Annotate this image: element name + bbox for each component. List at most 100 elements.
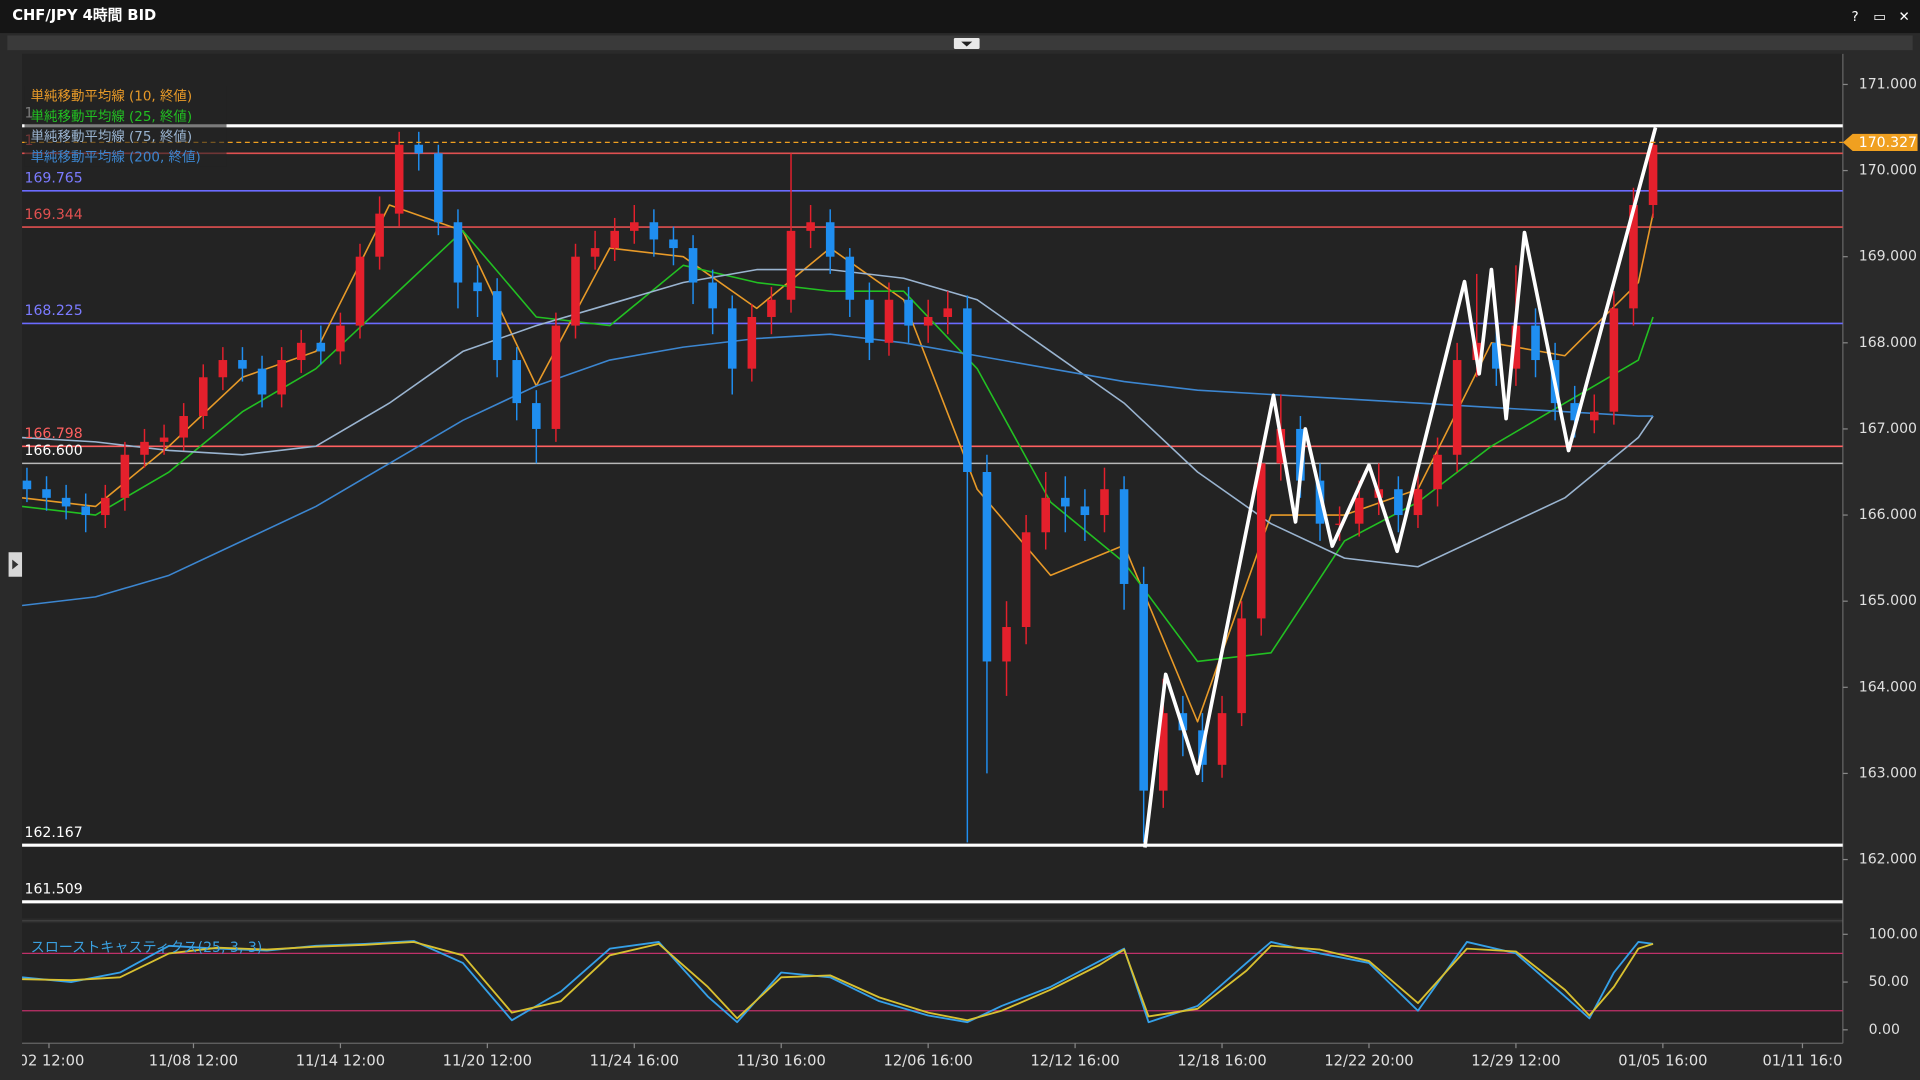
level-label: 166.798 (24, 426, 82, 442)
candle-body (1492, 342, 1501, 369)
candle-body (532, 403, 541, 429)
y-tick-label: 171.000 (1859, 76, 1917, 92)
candle-body (1021, 532, 1031, 628)
dropdown-arrow (961, 41, 973, 47)
x-tick-label: 11/08 12:00 (149, 1053, 238, 1070)
level-label: 166.600 (24, 443, 82, 459)
level-label: 162.167 (24, 825, 82, 841)
candle-body (904, 299, 913, 326)
candle-body (865, 299, 874, 343)
oscillator-line (22, 940, 1654, 1024)
candle-body (1061, 497, 1070, 507)
price-plot (22, 124, 1843, 904)
candle-body (1433, 454, 1442, 490)
last-price-tag (1842, 133, 1918, 151)
y-tick-label: 170.000 (1859, 163, 1917, 179)
candle-body (1648, 144, 1658, 206)
candle-body (806, 222, 815, 231)
candle-body (140, 441, 149, 455)
x-tick-label: 01/11 16:0 (1762, 1053, 1842, 1070)
candle-body (1041, 497, 1050, 533)
candle-body (1256, 463, 1266, 619)
candle-body (316, 342, 326, 352)
candle-body (296, 342, 306, 361)
candle-body (277, 360, 286, 395)
candle-body (845, 256, 855, 300)
x-tick-label: 11/14 12:00 (296, 1053, 385, 1070)
candle-body (1237, 618, 1246, 714)
candle-body (610, 230, 619, 249)
legend-entry: 単純移動平均線 (10, 終値) (31, 89, 193, 105)
candle-body (1217, 713, 1227, 765)
candle-body (688, 248, 698, 283)
moving-average-line (22, 230, 1654, 663)
candle-body (414, 144, 424, 154)
y-tick-label: 169.000 (1859, 249, 1917, 265)
candle-body (590, 248, 600, 257)
side-panel-arrow (12, 559, 19, 570)
y-tick-label: 100.00 (1869, 926, 1918, 942)
candle-body (1629, 205, 1638, 309)
x-tick-label: /02 12:00 (14, 1053, 85, 1070)
candle-body (1590, 411, 1599, 421)
legend-entry: 単純移動平均線 (25, 終値) (31, 109, 193, 125)
candle-body (884, 299, 894, 343)
candle-body (336, 325, 345, 352)
moving-average-line (22, 268, 1654, 568)
candle-body (551, 325, 561, 429)
help-button[interactable]: ? (1852, 10, 1859, 25)
candle-body (1452, 360, 1462, 455)
candle-body (1002, 627, 1011, 662)
x-tick-label: 11/20 12:00 (443, 1053, 532, 1070)
candle-body (727, 308, 737, 369)
y-tick-label: 163.000 (1859, 765, 1917, 781)
level-label: 161.509 (24, 882, 82, 898)
candle-body (355, 256, 365, 326)
candle-body (101, 497, 110, 516)
x-tick-label: 12/22 20:00 (1324, 1053, 1413, 1070)
legend-entry: 単純移動平均線 (200, 終値) (31, 149, 201, 165)
candle-body (747, 316, 757, 369)
candle-body (963, 308, 972, 472)
candle-body (1315, 480, 1325, 524)
legend-entry: 単純移動平均線 (75, 終値) (31, 129, 193, 145)
candle-body (1354, 497, 1364, 524)
y-tick-label: 0.00 (1869, 1022, 1900, 1038)
level-label: 168.225 (24, 303, 82, 319)
y-tick-label: 166.000 (1859, 507, 1917, 523)
candle-body (198, 377, 208, 417)
x-tick-label: 12/06 16:00 (883, 1053, 972, 1070)
time-axis: /02 12:00 11/08 12:00 11/14 12:00 11/20 12:… (14, 1053, 1842, 1070)
x-tick-label: 12/18 16:00 (1177, 1053, 1266, 1070)
candle-body (982, 471, 992, 662)
candle-body (1139, 583, 1148, 791)
candle-body (473, 282, 482, 292)
oscillator-title: スローストキャスティクス(25, 3, 3) (31, 940, 263, 956)
candle-body (434, 153, 443, 223)
candle-body (1570, 403, 1579, 421)
candle-body (218, 360, 228, 378)
candle-body (923, 316, 933, 326)
y-tick-label: 50.00 (1869, 974, 1909, 990)
overlay: 11169.765169.344168.225166.798166.600162… (24, 76, 1918, 1049)
candle-body (943, 308, 953, 317)
candle-body (786, 230, 796, 300)
candle-body (120, 454, 130, 498)
legend-background (24, 85, 227, 167)
candle-body (394, 144, 404, 214)
close-button[interactable]: ✕ (1898, 10, 1909, 25)
price-panel (22, 53, 1843, 919)
oscillator-line (22, 941, 1654, 1022)
y-tick-label: 167.000 (1859, 421, 1917, 437)
maximize-button[interactable]: ▭ (1873, 10, 1886, 25)
candle-body (1511, 325, 1521, 369)
candle-body (453, 222, 463, 283)
candle-body (1296, 428, 1305, 481)
candle-body (1335, 523, 1344, 525)
candle-body (571, 256, 580, 326)
y-tick-label: 168.000 (1859, 335, 1917, 351)
last-price-label: 170.327 (1859, 135, 1917, 151)
x-tick-label: 12/29 12:00 (1471, 1053, 1560, 1070)
